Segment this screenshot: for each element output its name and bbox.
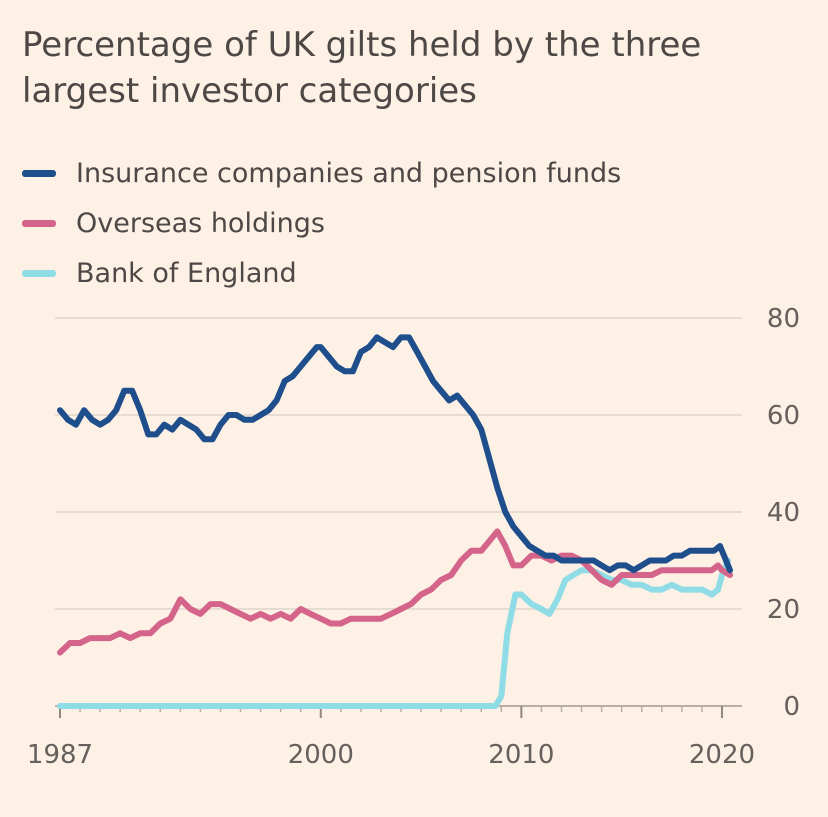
y-tick-label: 60: [767, 401, 800, 431]
series-lines: [57, 334, 733, 709]
legend-item-boe: Bank of England: [22, 248, 621, 298]
x-tick-label: 1987: [27, 740, 93, 770]
series-line-insurance: [57, 334, 733, 574]
legend: Insurance companies and pension funds Ov…: [22, 148, 621, 298]
x-tick-label: 2010: [488, 740, 554, 770]
legend-label-overseas: Overseas holdings: [76, 207, 325, 239]
legend-item-overseas: Overseas holdings: [22, 198, 621, 248]
gridlines: [55, 317, 742, 707]
chart-title: Percentage of UK gilts held by the three…: [22, 25, 702, 111]
axis-ticks: 0 20 40 60 80 1987 2000 2010 2020: [27, 304, 800, 770]
y-tick-label: 0: [783, 692, 800, 722]
y-tick-label: 80: [767, 304, 800, 334]
legend-swatch-insurance: [22, 169, 56, 177]
legend-item-insurance: Insurance companies and pension funds: [22, 148, 621, 198]
legend-label-boe: Bank of England: [76, 257, 297, 289]
x-tick-label: 2000: [288, 740, 354, 770]
y-tick-label: 40: [767, 498, 800, 528]
series-line-boe: [57, 557, 731, 709]
x-tick-label: 2020: [689, 740, 755, 770]
series-line-overseas: [57, 528, 733, 656]
legend-swatch-boe: [22, 269, 56, 277]
legend-label-insurance: Insurance companies and pension funds: [76, 157, 622, 189]
y-tick-label: 20: [767, 595, 800, 625]
legend-swatch-overseas: [22, 219, 56, 227]
